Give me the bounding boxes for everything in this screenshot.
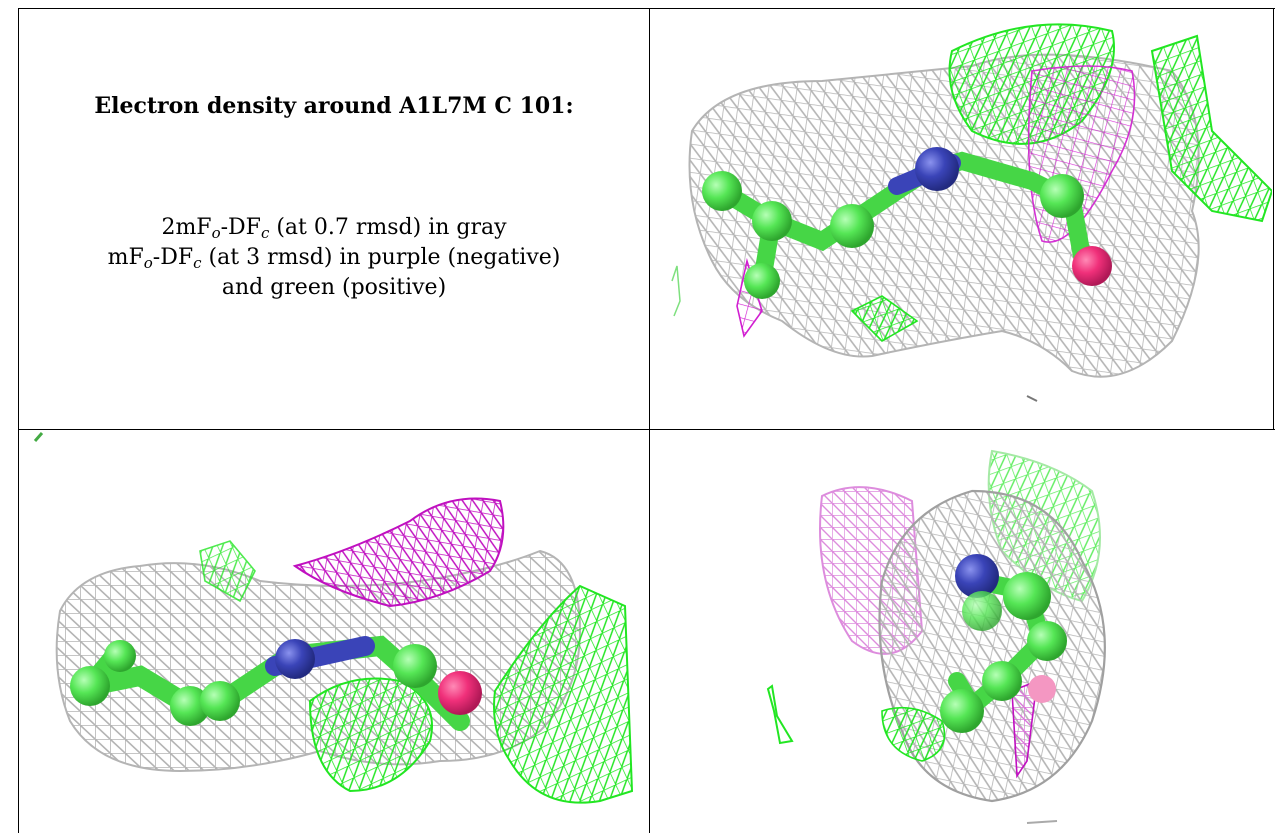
ligand-model	[940, 554, 1067, 733]
density-view-1	[652, 11, 1272, 427]
purple-density-mesh	[736, 257, 763, 338]
table-column-divider	[649, 8, 650, 833]
purple-density-mesh	[292, 497, 505, 608]
caption-line-fo: mFo-DFc (at 3 rmsd) in purple (negative)	[107, 245, 561, 272]
ligand-model	[70, 635, 482, 731]
green-density-mesh	[1150, 34, 1272, 223]
ligand-model	[702, 147, 1112, 299]
caption-line-2fo: 2mFo-DFc (at 0.7 rmsd) in gray	[161, 215, 507, 242]
density-view-3	[652, 431, 1272, 833]
green-density-fragment	[766, 684, 794, 745]
green-density-mesh	[493, 584, 634, 804]
density-view-2	[20, 431, 648, 833]
caption-description: 2mFo-DFc (at 0.7 rmsd) in gray mFo-DFc (…	[20, 213, 648, 303]
green-density-mesh	[850, 295, 919, 342]
caption-cell: Electron density around A1L7M C 101: 2mF…	[20, 10, 648, 428]
purple-density-mesh	[1011, 679, 1038, 779]
caption-line-green: and green (positive)	[221, 275, 447, 300]
table-right-border	[1273, 8, 1274, 429]
table-frame	[18, 8, 1275, 833]
table-row-divider	[18, 429, 1275, 430]
green-density-mesh	[881, 706, 946, 762]
caption-title: Electron density around A1L7M C 101:	[94, 93, 574, 119]
green-density-fragment	[671, 265, 681, 317]
green-density-mesh	[308, 677, 433, 793]
green-density-mesh	[199, 540, 256, 603]
